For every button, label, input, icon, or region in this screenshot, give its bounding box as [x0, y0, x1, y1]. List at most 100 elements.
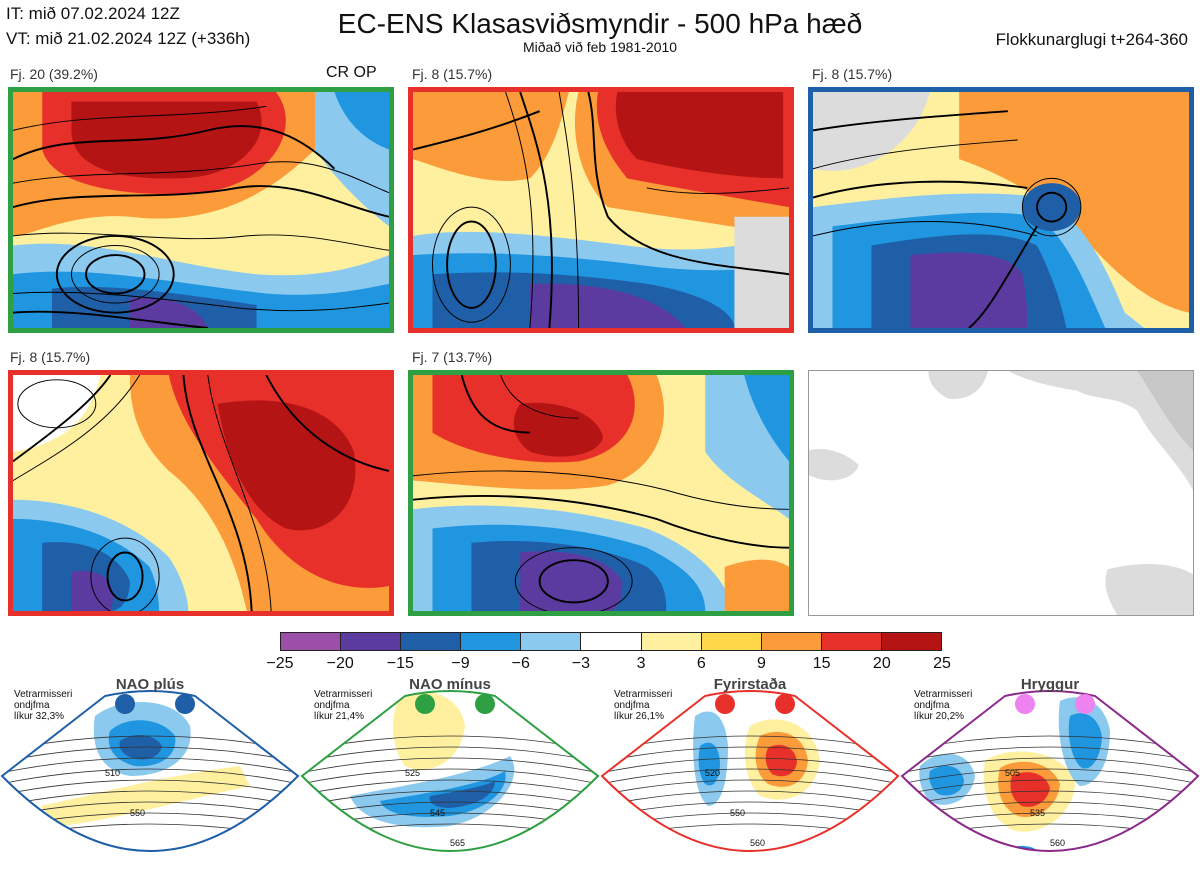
- colorbar-tick-label: −3: [571, 655, 591, 672]
- contour-label: 505: [1005, 768, 1020, 778]
- height-contour: [2, 768, 298, 785]
- height-contour: [2, 812, 298, 829]
- contour-label: 525: [405, 768, 420, 778]
- cluster-2-label: Fj. 8 (15.7%): [412, 66, 493, 82]
- empty-basemap: [808, 370, 1194, 616]
- regime-marker-dot: [1075, 694, 1095, 714]
- colorbar-swatch: [701, 633, 762, 650]
- height-contour: [2, 779, 298, 796]
- height-contour: [602, 790, 898, 807]
- cluster-4-label: Fj. 8 (15.7%): [10, 349, 91, 365]
- cluster-4-map: [8, 370, 394, 616]
- colorbar-swatch: [581, 633, 642, 650]
- height-contour: [902, 757, 1198, 774]
- colorbar-swatch: [881, 633, 942, 650]
- initial-time: IT: mið 07.02.2024 12Z: [6, 4, 180, 23]
- regime-marker-dot: [415, 694, 435, 714]
- regime-blocking: 520 550 560 Vetrarmisseri ondjfma líkur 26,1%…: [600, 676, 900, 871]
- anomaly-area: [765, 744, 797, 777]
- colorbar-swatch: [341, 633, 402, 650]
- anomaly-area: [40, 766, 250, 826]
- contour-label: 510: [105, 768, 120, 778]
- height-contour: [2, 823, 298, 840]
- regime-frequency-note: Vetrarmisseri ondjfma líkur 32,3%: [14, 689, 73, 722]
- height-contour: [302, 757, 598, 774]
- valid-time: VT: mið 21.02.2024 12Z (+336h): [6, 29, 251, 48]
- regime-nao-minus: 525 545 565 Vetrarmisseri ondjfma líkur 21,4%…: [300, 676, 600, 871]
- colorbar-tick-label: 3: [636, 655, 646, 672]
- colorbar-tick-label: 15: [812, 655, 831, 672]
- contour-label: 560: [750, 838, 765, 848]
- height-contour: [602, 757, 898, 774]
- regime-marker-dot: [475, 694, 495, 714]
- contour-label: 550: [130, 808, 145, 818]
- height-contour: [302, 746, 598, 763]
- height-contour: [902, 790, 1198, 807]
- colorbar-swatch: [461, 633, 522, 650]
- regime-marker-dot: [715, 694, 735, 714]
- contour-label: 545: [430, 808, 445, 818]
- regime-title: NAO mínus: [409, 676, 491, 693]
- height-contour: [902, 823, 1198, 840]
- regime-marker-dot: [175, 694, 195, 714]
- colorbar-swatch: [521, 633, 582, 650]
- height-contour: [902, 768, 1198, 785]
- height-contour: [602, 779, 898, 796]
- height-contour: [602, 823, 898, 840]
- height-contour: [2, 746, 298, 763]
- height-contour: [902, 779, 1198, 796]
- regime-frequency-note: Vetrarmisseri ondjfma líkur 20,2%: [914, 689, 973, 722]
- height-contour: [302, 823, 598, 840]
- colorbar-tick-label: 6: [696, 655, 706, 672]
- height-contour: [2, 757, 298, 774]
- colorbar-tick-label: 25: [933, 655, 951, 672]
- height-contour: [602, 812, 898, 829]
- regime-outline: [300, 690, 600, 852]
- regime-marker-dot: [775, 694, 795, 714]
- colorbar-tick-label: 20: [872, 655, 891, 672]
- anomaly-area: [429, 781, 495, 808]
- contour-label: 560: [1050, 838, 1065, 848]
- contour-label: 520: [705, 768, 720, 778]
- colorbar-swatch: [821, 633, 882, 650]
- anomaly-area: [393, 691, 465, 770]
- regime-marker-dot: [1015, 694, 1035, 714]
- height-contour: [302, 768, 598, 785]
- contour-label: 550: [730, 808, 745, 818]
- colorbar-tick-label: −20: [326, 655, 354, 672]
- height-contour: [902, 746, 1198, 763]
- colorbar-tick-label: −15: [386, 655, 414, 672]
- regime-frequency-note: Vetrarmisseri ondjfma líkur 21,4%: [314, 689, 373, 722]
- colorbar-tick-label: 9: [757, 655, 766, 672]
- regime-outline: [900, 690, 1200, 852]
- regime-outline: [600, 690, 900, 852]
- colorbar-swatch: [281, 633, 342, 650]
- regime-ridge: 505 535 560 Vetrarmisseri ondjfma líkur 20,2%…: [900, 676, 1200, 871]
- cluster-window-label: Flokkunarglugi t+264-360: [995, 30, 1188, 49]
- regime-title: Hryggur: [1020, 676, 1080, 693]
- cluster-3-label: Fj. 8 (15.7%): [812, 66, 893, 82]
- height-contour: [602, 801, 898, 818]
- anomaly-colorbar: [280, 632, 942, 651]
- regime-marker-dot: [115, 694, 135, 714]
- anomaly-area: [698, 742, 720, 786]
- cluster-1-tag: CR OP: [326, 64, 377, 81]
- colorbar-tick-label: −25: [266, 655, 294, 672]
- regime-title: Fyrirstaða: [713, 676, 787, 693]
- cluster-1-label: Fj. 20 (39.2%): [10, 66, 98, 82]
- cluster-1-map: [8, 87, 394, 333]
- regime-frequency-note: Vetrarmisseri ondjfma líkur 26,1%: [614, 689, 673, 722]
- anomaly-area: [1068, 713, 1102, 769]
- height-contour: [2, 790, 298, 807]
- colorbar-swatch: [761, 633, 822, 650]
- colorbar-tick-label: −6: [511, 655, 530, 672]
- contour-label: 535: [1030, 808, 1045, 818]
- regime-title: NAO plús: [115, 676, 185, 693]
- cluster-5-label: Fj. 7 (13.7%): [412, 349, 493, 365]
- climatology-subtitle: Miðað við feb 1981-2010: [522, 39, 678, 55]
- colorbar-swatch: [401, 633, 462, 650]
- regime-outline: [0, 690, 300, 852]
- colorbar-tick-label: −9: [451, 655, 470, 672]
- height-contour: [602, 768, 898, 785]
- cluster-3-map: [808, 87, 1194, 333]
